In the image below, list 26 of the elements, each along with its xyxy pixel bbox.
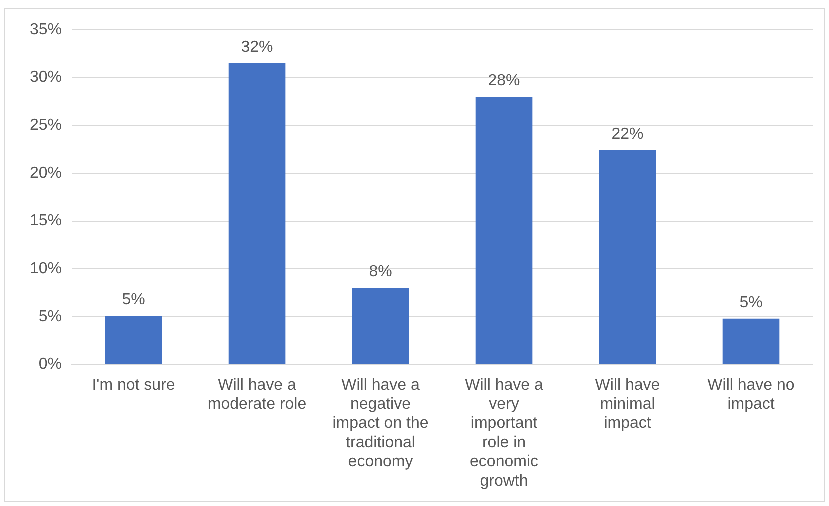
bar (105, 316, 162, 364)
y-tick-label: 15% (30, 212, 62, 230)
x-tick-label: Will have minimal impact (595, 376, 660, 432)
data-label: 28% (488, 72, 520, 90)
bar (599, 150, 656, 364)
x-tick-label: Will have no impact (708, 376, 795, 414)
bar (352, 288, 410, 364)
x-tick-label: Will have a very important role in economic growth (465, 376, 544, 490)
bar (722, 318, 780, 364)
x-tick-label: Will have a negative impact on the traditional economy (332, 376, 429, 471)
y-tick-label: 30% (30, 69, 62, 86)
data-label: 32% (241, 38, 274, 56)
data-label: 22% (612, 126, 644, 143)
x-tick-label: I'm not sure (92, 376, 176, 394)
y-tick-label: 35% (30, 21, 62, 38)
x-tick-label: Will have a moderate role (208, 376, 307, 414)
y-tick-label: 25% (30, 117, 62, 134)
bar (476, 96, 533, 364)
data-label: 5% (122, 291, 146, 308)
y-tick-label: 20% (30, 164, 62, 182)
y-tick-label: 10% (30, 260, 62, 278)
y-tick-label: 0% (38, 356, 62, 374)
data-label: 5% (740, 294, 763, 312)
y-tick-label: 5% (38, 308, 62, 326)
bar (228, 63, 286, 364)
data-label: 8% (369, 264, 392, 281)
